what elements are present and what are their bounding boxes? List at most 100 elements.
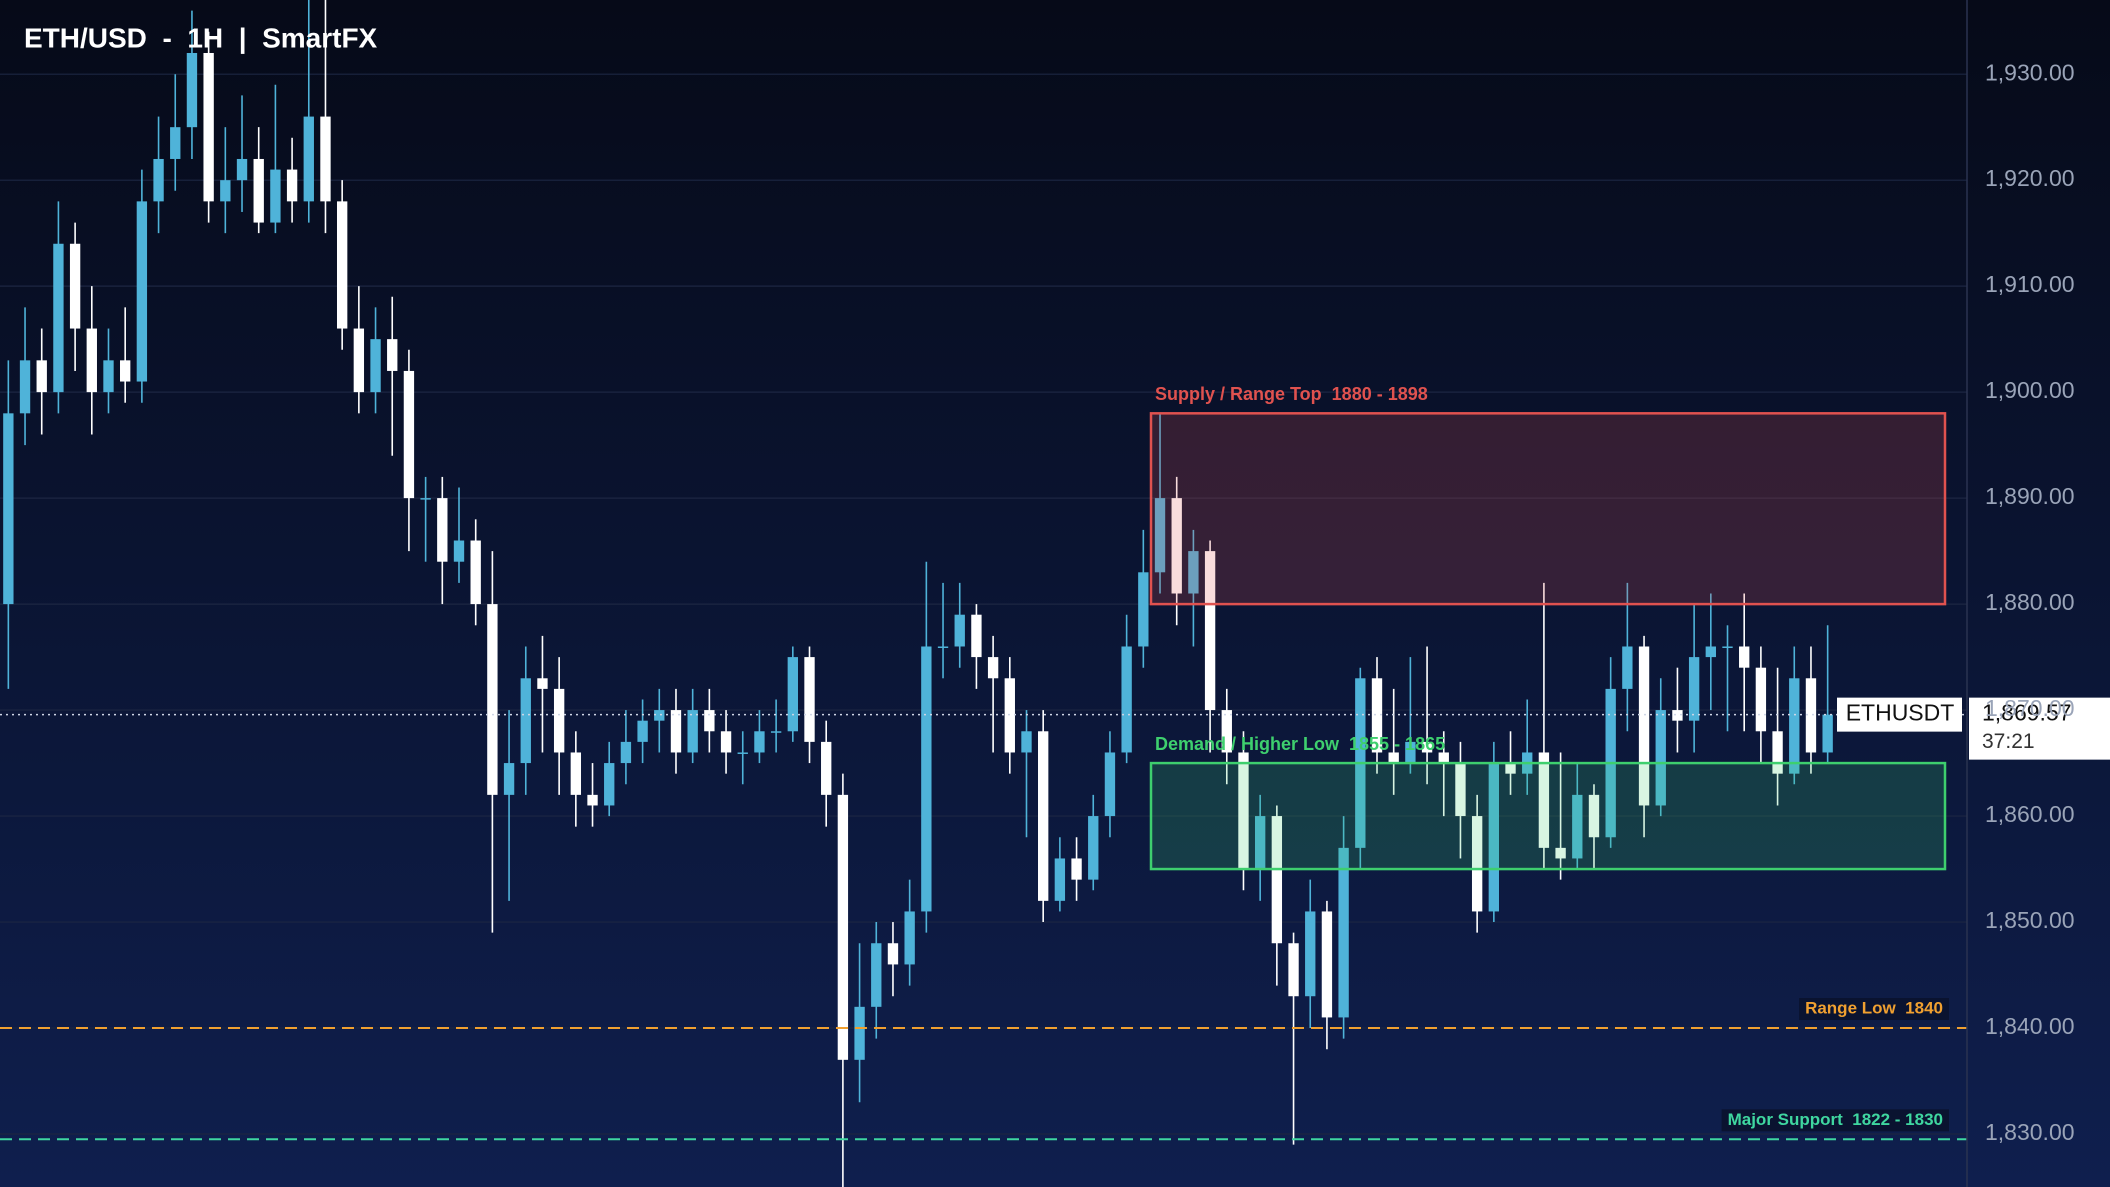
candle-body xyxy=(1138,572,1149,647)
candle-body xyxy=(320,116,331,202)
candle-body xyxy=(69,243,81,329)
candle-body xyxy=(620,741,632,764)
zone-label: Demand / Higher Low 1855 - 1865 xyxy=(1155,734,1445,754)
candle-body xyxy=(270,169,281,223)
candle-body xyxy=(1505,763,1516,774)
candle-body xyxy=(1488,763,1500,912)
candle-body xyxy=(1338,847,1349,1018)
candle-body xyxy=(1755,667,1767,732)
candle-body xyxy=(1305,911,1316,997)
candle-body xyxy=(687,710,698,753)
y-tick-label: 1,830.00 xyxy=(1985,1119,2075,1145)
candle-body xyxy=(1154,498,1166,573)
candle-body xyxy=(1455,763,1466,817)
y-tick-label: 1,930.00 xyxy=(1985,59,2075,85)
candle-body xyxy=(1321,911,1333,1018)
candle-body xyxy=(787,657,798,732)
candle-body xyxy=(553,688,565,753)
level-label: Range Low 1840 xyxy=(1805,999,1943,1018)
candle-body xyxy=(954,614,965,647)
candle-body xyxy=(837,794,849,1060)
candle-body xyxy=(153,158,164,202)
candle-body xyxy=(937,646,949,648)
candle-body xyxy=(19,360,31,414)
candle-body xyxy=(1221,710,1232,753)
candle-body xyxy=(1572,794,1583,859)
candle-body xyxy=(1588,794,1600,838)
candle-body xyxy=(286,169,298,202)
symbol-tag-bg xyxy=(1837,697,1962,732)
candle-body xyxy=(1238,752,1249,870)
candle-body xyxy=(637,720,648,742)
candle-body xyxy=(1555,847,1566,859)
candle-body xyxy=(1288,943,1299,997)
candle-body xyxy=(821,741,832,795)
candle-body xyxy=(854,1006,865,1060)
candle-body xyxy=(804,657,815,742)
candle-body xyxy=(470,540,481,605)
level-label: Major Support 1822 - 1830 xyxy=(1728,1110,1943,1129)
candle-body xyxy=(1388,752,1399,764)
candle-body xyxy=(1438,752,1449,764)
candle-body xyxy=(921,646,932,912)
zone-label: Supply / Range Top 1880 - 1898 xyxy=(1155,384,1428,404)
candle-body xyxy=(36,360,47,393)
candle-body xyxy=(1471,816,1483,912)
y-tick-label: 1,850.00 xyxy=(1985,907,2075,933)
candle-body xyxy=(86,328,97,393)
candle-body xyxy=(437,498,448,562)
candle-body xyxy=(387,339,398,371)
candle-body xyxy=(420,498,431,500)
y-tick-label: 1,840.00 xyxy=(1985,1013,2075,1039)
candle-body xyxy=(1054,858,1066,901)
candle-body xyxy=(1021,731,1032,753)
candle-body xyxy=(654,710,665,721)
zone-box xyxy=(1149,761,1947,871)
candle-body xyxy=(1822,714,1833,753)
price-tag-bg xyxy=(1969,697,2110,760)
y-tick-label: 1,910.00 xyxy=(1985,271,2075,297)
candle-body xyxy=(1705,646,1716,658)
candle-body xyxy=(1722,646,1733,648)
candle-body xyxy=(871,943,882,1007)
candle-body xyxy=(1622,646,1633,689)
candle-body xyxy=(770,731,782,733)
y-tick-label: 1,900.00 xyxy=(1985,377,2075,403)
candle-body xyxy=(1104,752,1116,817)
candle-body xyxy=(170,127,181,159)
candle-body xyxy=(670,710,682,753)
candle-body xyxy=(336,201,348,329)
candle-body xyxy=(1739,646,1750,668)
candle-body xyxy=(1371,678,1383,753)
candle-body xyxy=(203,52,214,202)
candle-body xyxy=(1088,816,1099,880)
candle-body xyxy=(587,794,598,806)
overlays: Supply / Range Top 1880 - 1898 Demand / H… xyxy=(0,384,2110,1141)
level-label-bg xyxy=(1799,998,1949,1021)
candle-body xyxy=(1789,678,1800,774)
candle-body xyxy=(453,540,465,562)
candle-body xyxy=(503,763,515,795)
candle-body xyxy=(103,360,114,393)
candle-body xyxy=(904,911,915,965)
zone-box xyxy=(1149,412,1947,606)
level-label-bg xyxy=(1721,1109,1949,1132)
candle-body xyxy=(1405,741,1416,764)
candle-body xyxy=(704,710,715,732)
y-tick-label: 1,860.00 xyxy=(1985,801,2075,827)
candle-body xyxy=(1772,731,1783,774)
candle-body xyxy=(754,731,765,753)
candle-body xyxy=(1655,710,1666,806)
countdown: 37:21 xyxy=(1982,730,2035,753)
candle-body xyxy=(1421,741,1433,753)
candle-body xyxy=(120,360,131,382)
candle-body xyxy=(303,116,314,202)
candle-body xyxy=(887,943,899,965)
candle-body xyxy=(236,158,248,181)
candle-body xyxy=(253,158,264,223)
candle-body xyxy=(1538,752,1550,848)
candle-body xyxy=(1204,551,1216,711)
candle-body xyxy=(520,678,531,764)
